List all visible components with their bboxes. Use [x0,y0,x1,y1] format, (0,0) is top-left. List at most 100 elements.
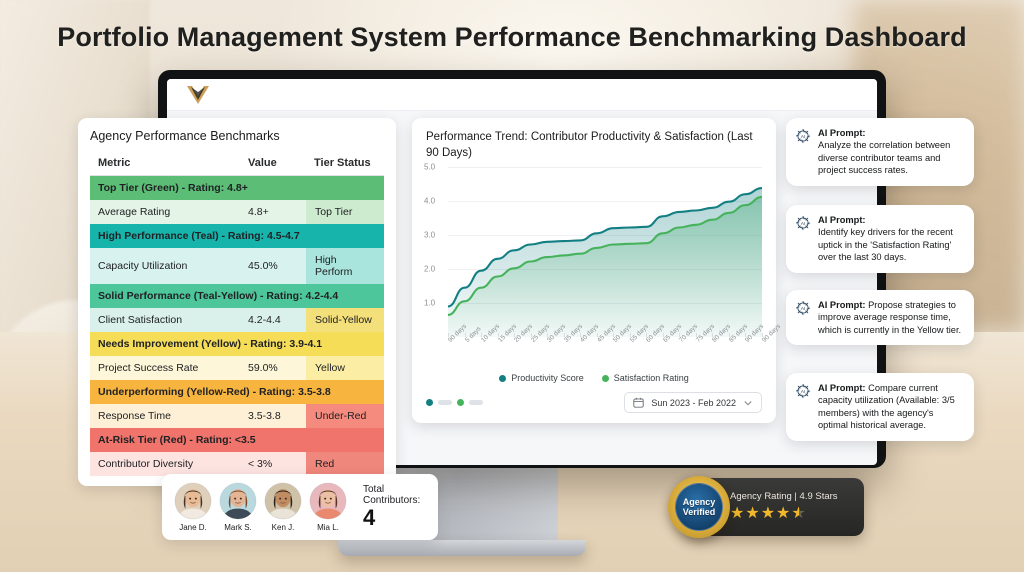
chart-series-svg [448,167,762,338]
table-row: Response Time 3.5-3.8 Under-Red [90,404,384,428]
legend-item-0[interactable]: Productivity Score [499,373,584,383]
status-badge: Yellow [306,356,384,380]
legend-item-1[interactable]: Satisfaction Rating [601,373,689,384]
performance-chart-card: Performance Trend: Contributor Productiv… [412,118,782,424]
y-axis-tick-label: 2.0 [424,264,436,274]
table-group-row: Top Tier (Green) - Rating: 4.8+ [90,175,384,200]
contributor-avatar[interactable]: Jane D. [174,482,212,532]
svg-text:AI: AI [801,221,806,227]
chart-title: Performance Trend: Contributor Productiv… [426,131,753,159]
x-axis-tickmark [481,333,483,338]
chart-x-axis: 90 days 5 days 10 days 15 days 20 days 25 day… [447,323,782,371]
x-axis-tickmark [679,333,681,338]
legend-label: Satisfaction Rating [613,373,689,384]
cell-value: 4.8+ [240,200,306,224]
contributor-avatar[interactable]: Ken J. [264,482,302,532]
contributors-total-label: Total Contributors: [363,484,421,507]
table-group-label: Solid Performance (Teal-Yellow) - Rating… [90,284,384,308]
chart-pager[interactable] [426,399,483,407]
table-group-row: High Performance (Teal) - Rating: 4.5-4.… [90,224,384,248]
column-header-value: Value [240,151,306,176]
agency-rating-label: Agency Rating | 4.9 Stars [730,491,838,502]
v-logo-icon [187,85,209,104]
contributor-name: Mia L. [317,523,339,532]
table-group-row: Needs Improvement (Yellow) - Rating: 3.9… [90,332,384,356]
status-badge: Under-Red [306,404,384,428]
ai-prompt-card[interactable]: AI AI Prompt: Propose strategies to impro… [786,290,974,346]
table-row: Average Rating 4.8+ Top Tier [90,200,384,224]
y-axis-tick-label: 4.0 [424,196,436,206]
ai-prompt-text: AI Prompt: Compare current capacity util… [818,383,955,431]
x-axis-tickmark [497,333,499,338]
pager-dot-1[interactable] [457,399,464,407]
x-axis-tickmark [613,333,615,338]
cell-metric: Project Success Rate [90,356,240,380]
y-axis-tick-label: 5.0 [424,162,436,172]
cell-value: 4.2-4.4 [240,308,306,332]
cell-value: 59.0% [240,356,306,380]
chevron-down-icon [744,400,752,405]
ai-sparkle-icon: AI [795,300,811,316]
pager-pill-1 [469,400,483,406]
x-axis-tickmark [745,333,747,338]
cell-metric: Capacity Utilization [90,248,240,284]
y-axis-tick-label: 1.0 [424,298,436,308]
table-group-label: Top Tier (Green) - Rating: 4.8+ [90,175,384,200]
seal-line-2: Verified [682,507,716,517]
ai-sparkle-icon: AI [795,383,811,399]
table-group-label: High Performance (Teal) - Rating: 4.5-4.… [90,224,384,248]
x-axis-tickmark [712,333,714,338]
table-group-row: Underperforming (Yellow-Red) - Rating: 3… [90,380,384,404]
agency-verified-seal: Agency Verified [668,476,730,538]
ai-prompt-heading: AI Prompt: [818,300,866,310]
seal-line-1: Agency [682,496,716,507]
ai-prompt-card[interactable]: AI AI Prompt: Identify key drivers for the… [786,205,974,273]
benchmarks-title: Agency Performance Benchmarks [90,129,280,143]
page-title: Portfolio Management System Performance … [57,22,967,52]
x-axis-tickmark [728,333,730,338]
table-header-row: Metric Value Tier Status [90,151,384,176]
cell-value: 45.0% [240,248,306,284]
cell-metric: Average Rating [90,200,240,224]
table-group-row: Solid Performance (Teal-Yellow) - Rating… [90,284,384,308]
date-range-selector[interactable]: Sun 2023 - Feb 2022 [624,392,762,414]
gridline [448,201,762,203]
agency-stars: ★★★★★ [730,505,807,522]
contributor-avatar[interactable]: Mark S. [219,482,257,532]
legend-label: Productivity Score [511,373,584,384]
avatar [219,482,257,520]
contributor-name: Ken J. [271,523,295,532]
cell-metric: Contributor Diversity [90,452,240,476]
contributor-avatar[interactable]: Mia L. [309,482,347,532]
monitor-base [338,540,586,556]
x-axis-tickmark [695,333,697,338]
chart-line-0 [448,188,762,306]
benchmarks-body: Top Tier (Green) - Rating: 4.8+ Average R… [90,175,384,476]
app-topbar [167,79,877,111]
date-range-label: Sun 2023 - Feb 2022 [651,397,736,408]
svg-text:AI: AI [801,134,806,140]
benchmarks-table: Metric Value Tier Status Top Tier (Green… [90,151,384,476]
y-axis-tick-label: 3.0 [424,230,436,240]
cell-metric: Response Time [90,404,240,428]
x-axis-tickmark [547,333,549,338]
column-header-tier: Tier Status [306,151,384,176]
status-badge: Red [306,452,384,476]
status-badge: Solid-Yellow [306,308,384,332]
ai-prompt-heading: AI Prompt: [818,215,866,225]
ai-prompt-card[interactable]: AI AI Prompt: Compare current capacity ut… [786,373,974,441]
ai-prompt-heading: AI Prompt: [818,383,866,393]
legend-dot-icon [499,374,507,382]
x-axis-tickmark [596,333,598,338]
table-row: Project Success Rate 59.0% Yellow [90,356,384,380]
ai-prompt-text: AI Prompt: Identify key drivers for the r… [818,215,953,263]
svg-text:AI: AI [801,306,806,312]
table-group-label: At-Risk Tier (Red) - Rating: <3.5 [90,428,384,452]
ai-prompt-card[interactable]: AI AI Prompt: Analyze the correlation betw… [786,118,974,186]
chart-legend: Productivity Score Satisfaction Rating [426,373,762,383]
pager-dot-0[interactable] [426,399,433,407]
x-axis-tickmark [762,333,763,338]
benchmarks-card: Agency Performance Benchmarks Metric Val… [78,118,396,486]
table-row: Contributor Diversity < 3% Red [90,452,384,476]
table-row: Client Satisfaction 4.2-4.4 Solid-Yellow [90,308,384,332]
